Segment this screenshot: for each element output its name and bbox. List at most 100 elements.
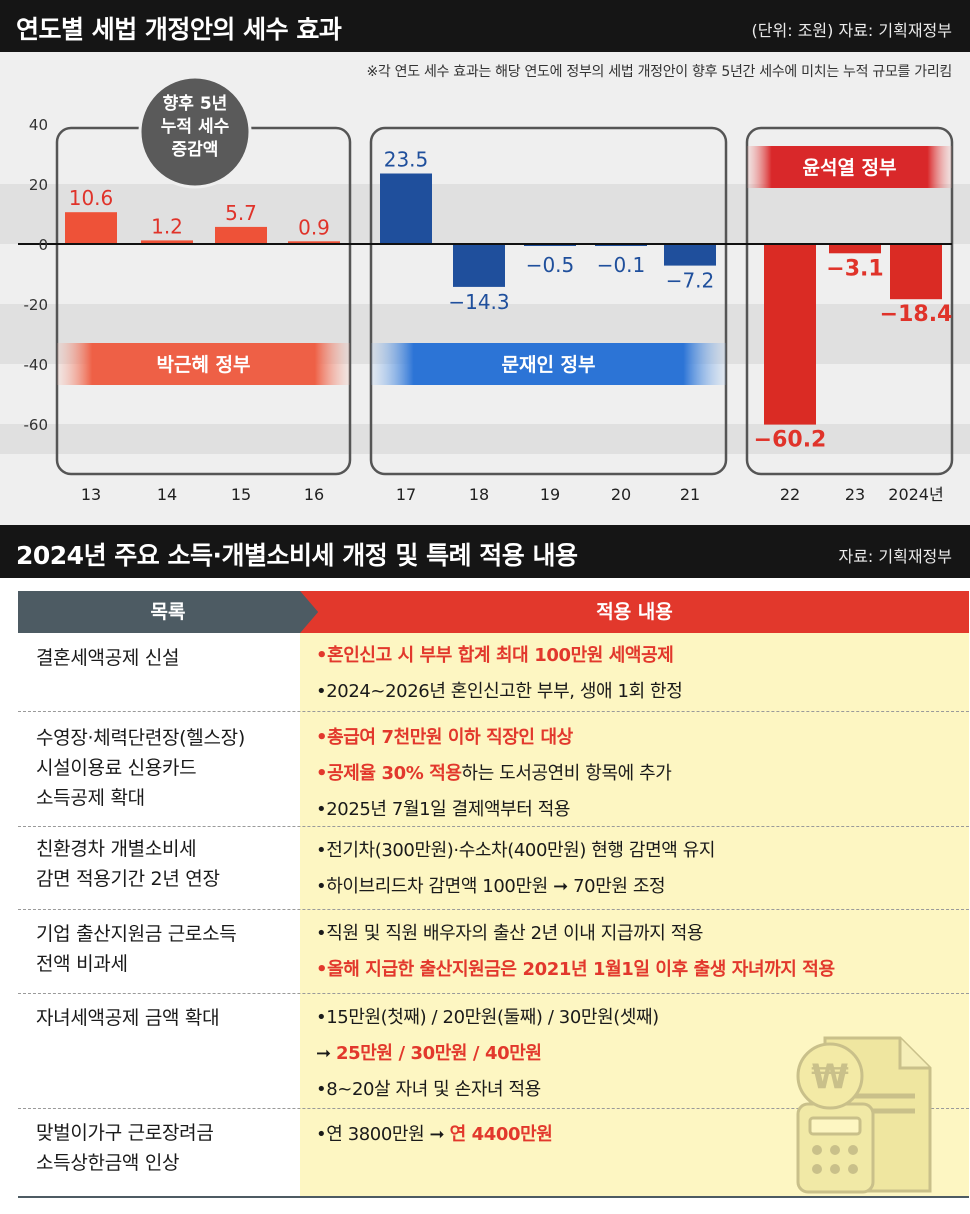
bubble-text: 향후 5년 (163, 93, 228, 114)
chart-title-bar: 연도별 세법 개정안의 세수 효과 (단위: 조원) 자료: 기획재정부 (0, 0, 970, 52)
table-panel: 목록 적용 내용 결혼세액공제 신설 •혼인신고 시 부부 합계 최대 100만원… (0, 578, 970, 1214)
bar (764, 244, 816, 425)
x-tick-label: 21 (680, 485, 700, 504)
row-divider (18, 711, 969, 712)
row-category-line: 시설이용료 신용카드 (36, 757, 197, 779)
row-divider (18, 826, 969, 827)
group-label: 문재인 정부 (501, 354, 595, 376)
row-divider (18, 993, 969, 994)
row-item: ➞ 25만원 / 30만원 / 40만원 (316, 1039, 542, 1065)
row-category-line: 결혼세액공제 신설 (36, 647, 180, 669)
x-tick-label: 20 (611, 485, 631, 504)
arrow-icon: ➞ (316, 1043, 337, 1064)
row-category: 자녀세액공제 금액 확대 (36, 1003, 220, 1033)
row-item: •전기차(300만원)·수소차(400만원) 현행 감면액 유지 (316, 840, 716, 861)
y-tick-label: -40 (24, 356, 49, 374)
row-item: •8~20살 자녀 및 손자녀 적용 (316, 1079, 541, 1100)
row-item: •올해 지급한 출산지원금은 2021년 1월1일 이후 출생 자녀까지 적용 (316, 959, 835, 980)
y-tick-label: 0 (38, 236, 48, 254)
bar (453, 244, 505, 287)
item-highlight: •공제율 30% 적용 (316, 763, 462, 784)
annotation-bubble (138, 75, 252, 189)
grid-band (0, 184, 970, 244)
bar (215, 226, 267, 244)
y-tick-label: 20 (29, 176, 48, 194)
row-category-line: 소득상한금액 인상 (36, 1152, 180, 1174)
bar-value-label: −18.4 (880, 302, 953, 327)
item-prefix: •연 3800만원 ➞ (316, 1124, 450, 1145)
table-source: 자료: 기획재정부 (838, 547, 952, 566)
bar (890, 244, 942, 300)
bar-value-label: −60.2 (754, 428, 827, 453)
bar (65, 212, 117, 244)
group-label: 박근혜 정부 (156, 354, 250, 376)
group-label-band (57, 343, 350, 385)
item-highlight: 연 4400만원 (449, 1124, 553, 1145)
row-category-line: 친환경차 개별소비세 (36, 838, 197, 860)
bar (664, 244, 716, 266)
group-label-band (747, 146, 952, 188)
row-category-line: 소득공제 확대 (36, 787, 145, 809)
x-tick-label: 14 (157, 485, 177, 504)
row-divider (18, 909, 969, 910)
x-tick-label: 22 (780, 485, 800, 504)
bubble-text: 증감액 (172, 140, 219, 160)
bar-value-label: 23.5 (384, 148, 429, 172)
row-category-line: 기업 출산지원금 근로소득 (36, 923, 237, 945)
bar-value-label: −7.2 (666, 269, 715, 293)
row-item: •2025년 7월1일 결제액부터 적용 (316, 799, 571, 820)
row-category-line: 감면 적용기간 2년 연장 (36, 868, 220, 890)
group-frame (745, 126, 954, 476)
item-rest: 하는 도서공연비 항목에 추가 (461, 763, 672, 784)
group-label-band (371, 343, 726, 385)
row-category-line: 맞벌이가구 근로장려금 (36, 1122, 214, 1144)
bar-value-label: 5.7 (225, 201, 257, 225)
x-tick-label: 2024년 (888, 485, 943, 504)
bar-value-label: −0.5 (526, 253, 575, 277)
row-item: •2024~2026년 혼인신고한 부부, 생애 1회 한정 (316, 681, 683, 702)
bar-value-label: −3.1 (826, 256, 883, 281)
row-item: •연 3800만원 ➞ 연 4400만원 (316, 1120, 553, 1146)
bar-value-label: 0.9 (298, 215, 330, 239)
x-tick-label: 13 (81, 485, 101, 504)
y-tick-label: -60 (24, 416, 49, 434)
table-bottom-rule (18, 1196, 969, 1198)
row-item: •혼인신고 시 부부 합계 최대 100만원 세액공제 (316, 645, 674, 666)
bar-value-label: −0.1 (597, 253, 646, 277)
group-label: 윤석열 정부 (802, 157, 896, 179)
bar-chart: 박근혜 정부 문재인 정부 윤석열 정부 10.6 1.2 5.7 0.9 23.5 −14.… (0, 75, 970, 504)
item-highlight: 25만원 / 30만원 / 40만원 (336, 1043, 542, 1064)
row-item: •하이브리드차 감면액 100만원 ➞ 70만원 조정 (316, 876, 666, 897)
row-divider (18, 1108, 969, 1109)
svg-text:₩: ₩ (811, 1057, 849, 1097)
row-item: •15만원(첫째) / 20만원(둘째) / 30만원(셋째) (316, 1007, 659, 1028)
x-tick-label: 17 (396, 485, 416, 504)
x-tick-label: 19 (540, 485, 560, 504)
chart-note: ※각 연도 세수 효과는 해당 연도에 정부의 세법 개정안이 향후 5년간 세… (366, 64, 953, 80)
row-category: 결혼세액공제 신설 (36, 643, 179, 673)
y-tick-label: -20 (24, 296, 49, 314)
bar (141, 240, 193, 244)
bar-value-label: 10.6 (69, 186, 114, 210)
row-item: •공제율 30% 적용하는 도서공연비 항목에 추가 (316, 759, 672, 785)
row-category-line: 전액 비과세 (36, 953, 128, 975)
bar-value-label: 1.2 (151, 214, 183, 238)
row-item: •총급여 7천만원 이하 직장인 대상 (316, 727, 573, 748)
row-category-line: 자녀세액공제 금액 확대 (36, 1007, 220, 1029)
won-document-calculator-icon: ₩ (796, 1036, 932, 1194)
table-title: 2024년 주요 소득·개별소비세 개정 및 특례 적용 내용 (16, 541, 578, 570)
chart-title: 연도별 세법 개정안의 세수 효과 (16, 15, 342, 44)
group-frame (369, 126, 728, 476)
x-tick-label: 23 (845, 485, 865, 504)
bar (380, 173, 432, 244)
x-tick-label: 15 (231, 485, 251, 504)
table-title-bar: 2024년 주요 소득·개별소비세 개정 및 특례 적용 내용 자료: 기획재정… (0, 525, 970, 578)
chart-panel: 박근혜 정부 문재인 정부 윤석열 정부 10.6 1.2 5.7 0.9 23.5 −14.… (0, 52, 970, 525)
header-category: 목록 (18, 591, 318, 633)
chart-source: (단위: 조원) 자료: 기획재정부 (751, 21, 952, 40)
row-category-line: 수영장·체력단련장(헬스장) (36, 727, 245, 749)
